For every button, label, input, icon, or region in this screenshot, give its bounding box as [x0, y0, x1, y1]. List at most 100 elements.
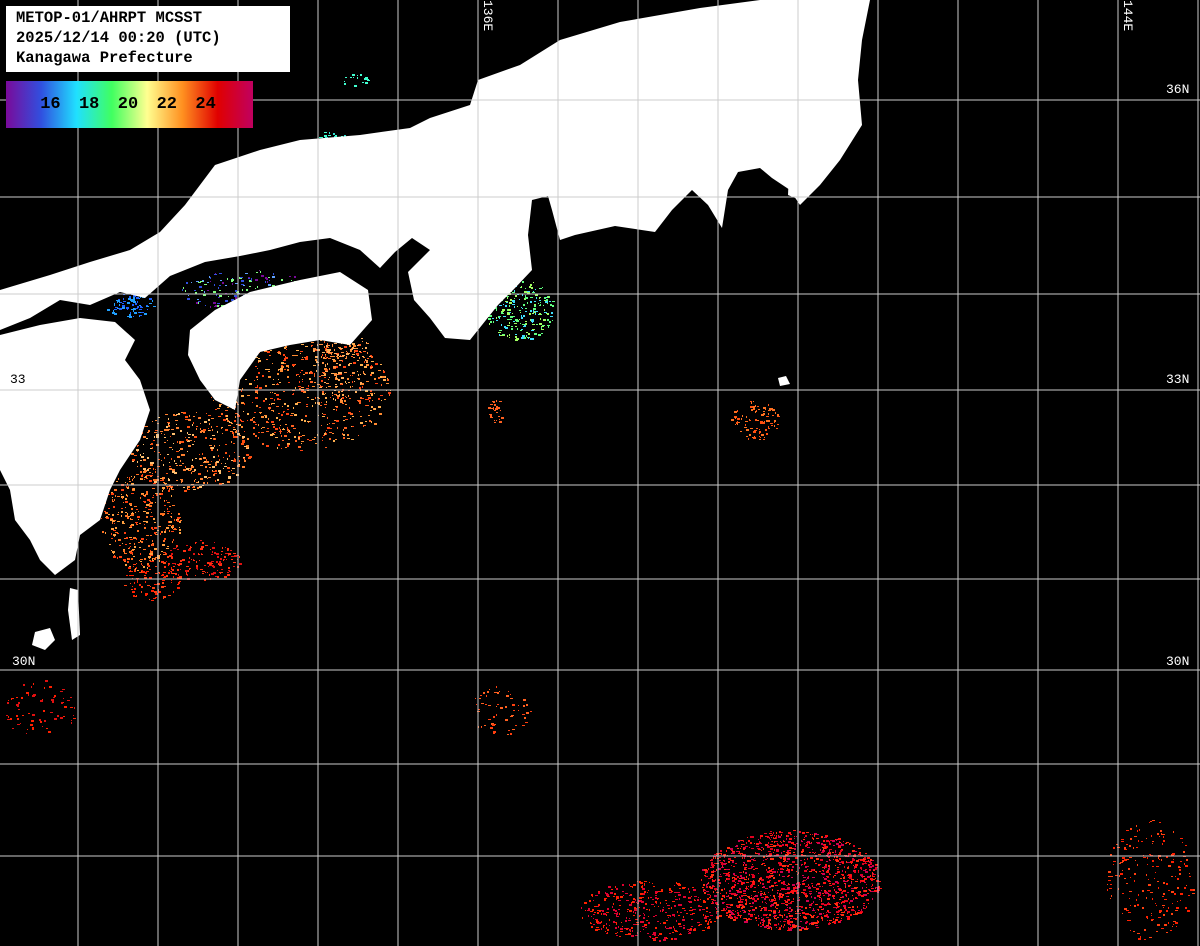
- sst-pixel: [501, 324, 502, 326]
- sst-pixel: [706, 907, 708, 909]
- sst-pixel: [171, 553, 173, 554]
- sst-pixel: [819, 871, 821, 872]
- sst-pixel: [208, 477, 211, 478]
- sst-pixel: [291, 425, 294, 427]
- sst-pixel: [380, 364, 382, 365]
- sst-pixel: [370, 368, 372, 369]
- sst-pixel: [226, 559, 227, 560]
- lon-label-136e: 136E: [480, 0, 495, 32]
- sst-pixel: [530, 297, 533, 298]
- sst-pixel: [141, 494, 144, 495]
- sst-pixel: [162, 515, 164, 516]
- sst-pixel: [690, 914, 691, 915]
- sst-pixel: [154, 432, 157, 433]
- sst-pixel: [849, 902, 850, 904]
- sst-pixel: [743, 864, 744, 866]
- sst-pixel: [149, 569, 151, 570]
- sst-pixel: [519, 299, 520, 300]
- sst-pixel: [513, 316, 515, 317]
- sst-pixel: [295, 440, 297, 442]
- sst-pixel: [1109, 888, 1112, 889]
- sst-pixel: [1159, 836, 1160, 837]
- sst-pixel: [233, 434, 234, 436]
- sst-pixel: [190, 468, 192, 470]
- sst-pixel: [172, 449, 173, 450]
- sst-pixel: [136, 523, 137, 525]
- sst-pixel: [827, 903, 830, 905]
- sst-pixel: [655, 915, 656, 916]
- sst-pixel: [606, 927, 607, 929]
- sst-pixel: [366, 364, 367, 366]
- sst-pixel: [204, 291, 205, 293]
- sst-pixel: [809, 923, 810, 925]
- sst-pixel: [737, 418, 740, 420]
- sst-pixel: [756, 428, 758, 429]
- sst-pixel: [148, 509, 151, 510]
- sst-pixel: [830, 885, 832, 886]
- sst-pixel: [166, 561, 167, 562]
- sst-pixel: [139, 572, 142, 573]
- sst-pixel: [168, 425, 170, 427]
- sst-pixel: [780, 915, 783, 916]
- sst-pixel: [352, 347, 354, 348]
- sst-pixel: [502, 309, 505, 311]
- sst-pixel: [152, 543, 154, 544]
- sst-pixel: [302, 381, 303, 382]
- sst-pixel: [489, 323, 490, 325]
- sst-pixel: [259, 387, 262, 389]
- sst-pixel: [1168, 907, 1169, 909]
- sst-pixel: [358, 344, 361, 346]
- sst-pixel: [220, 572, 221, 574]
- sst-pixel: [335, 406, 338, 407]
- sst-pixel: [170, 550, 172, 551]
- sst-pixel: [61, 702, 63, 704]
- sst-pixel: [814, 836, 815, 837]
- sst-pixel: [329, 428, 332, 429]
- sst-pixel: [607, 932, 608, 934]
- sst-pixel: [338, 379, 340, 381]
- sst-pixel: [255, 390, 258, 392]
- sst-pixel: [190, 546, 191, 548]
- sst-pixel: [589, 900, 591, 902]
- sst-pixel: [283, 363, 286, 364]
- sst-pixel: [187, 486, 190, 488]
- sst-pixel: [524, 291, 527, 293]
- sst-pixel: [759, 436, 760, 437]
- sst-pixel: [526, 332, 528, 333]
- sst-pixel: [787, 869, 790, 871]
- sst-pixel: [285, 447, 287, 448]
- sst-pixel: [1162, 843, 1163, 845]
- sst-pixel: [142, 565, 143, 566]
- sst-pixel: [710, 921, 712, 923]
- sst-pixel: [20, 723, 21, 724]
- sst-pixel: [181, 454, 183, 456]
- sst-pixel: [149, 558, 150, 559]
- sst-pixel: [772, 841, 773, 842]
- sst-pixel: [342, 355, 345, 356]
- sst-pixel: [228, 555, 229, 556]
- sst-pixel: [183, 550, 186, 552]
- sst-pixel: [729, 914, 731, 916]
- sst-pixel: [113, 506, 115, 508]
- sst-pixel: [166, 486, 169, 487]
- sst-pixel: [771, 841, 772, 842]
- sst-pixel: [528, 333, 530, 335]
- sst-pixel: [277, 352, 278, 353]
- sst-pixel: [741, 904, 743, 906]
- sst-pixel: [776, 908, 778, 909]
- sst-pixel: [626, 900, 629, 901]
- sst-pixel: [1147, 918, 1148, 919]
- sst-pixel: [768, 910, 771, 911]
- sst-pixel: [217, 408, 220, 409]
- sst-pixel: [629, 920, 631, 921]
- sst-pixel: [186, 282, 188, 284]
- sst-pixel: [1157, 833, 1159, 835]
- sst-pixel: [195, 542, 196, 544]
- sst-pixel: [516, 338, 519, 340]
- sst-pixel: [1124, 908, 1127, 910]
- sst-pixel: [806, 879, 807, 880]
- sst-pixel: [128, 548, 129, 549]
- sst-pixel: [135, 303, 137, 305]
- sst-pixel: [867, 877, 870, 878]
- sst-pixel: [174, 472, 177, 474]
